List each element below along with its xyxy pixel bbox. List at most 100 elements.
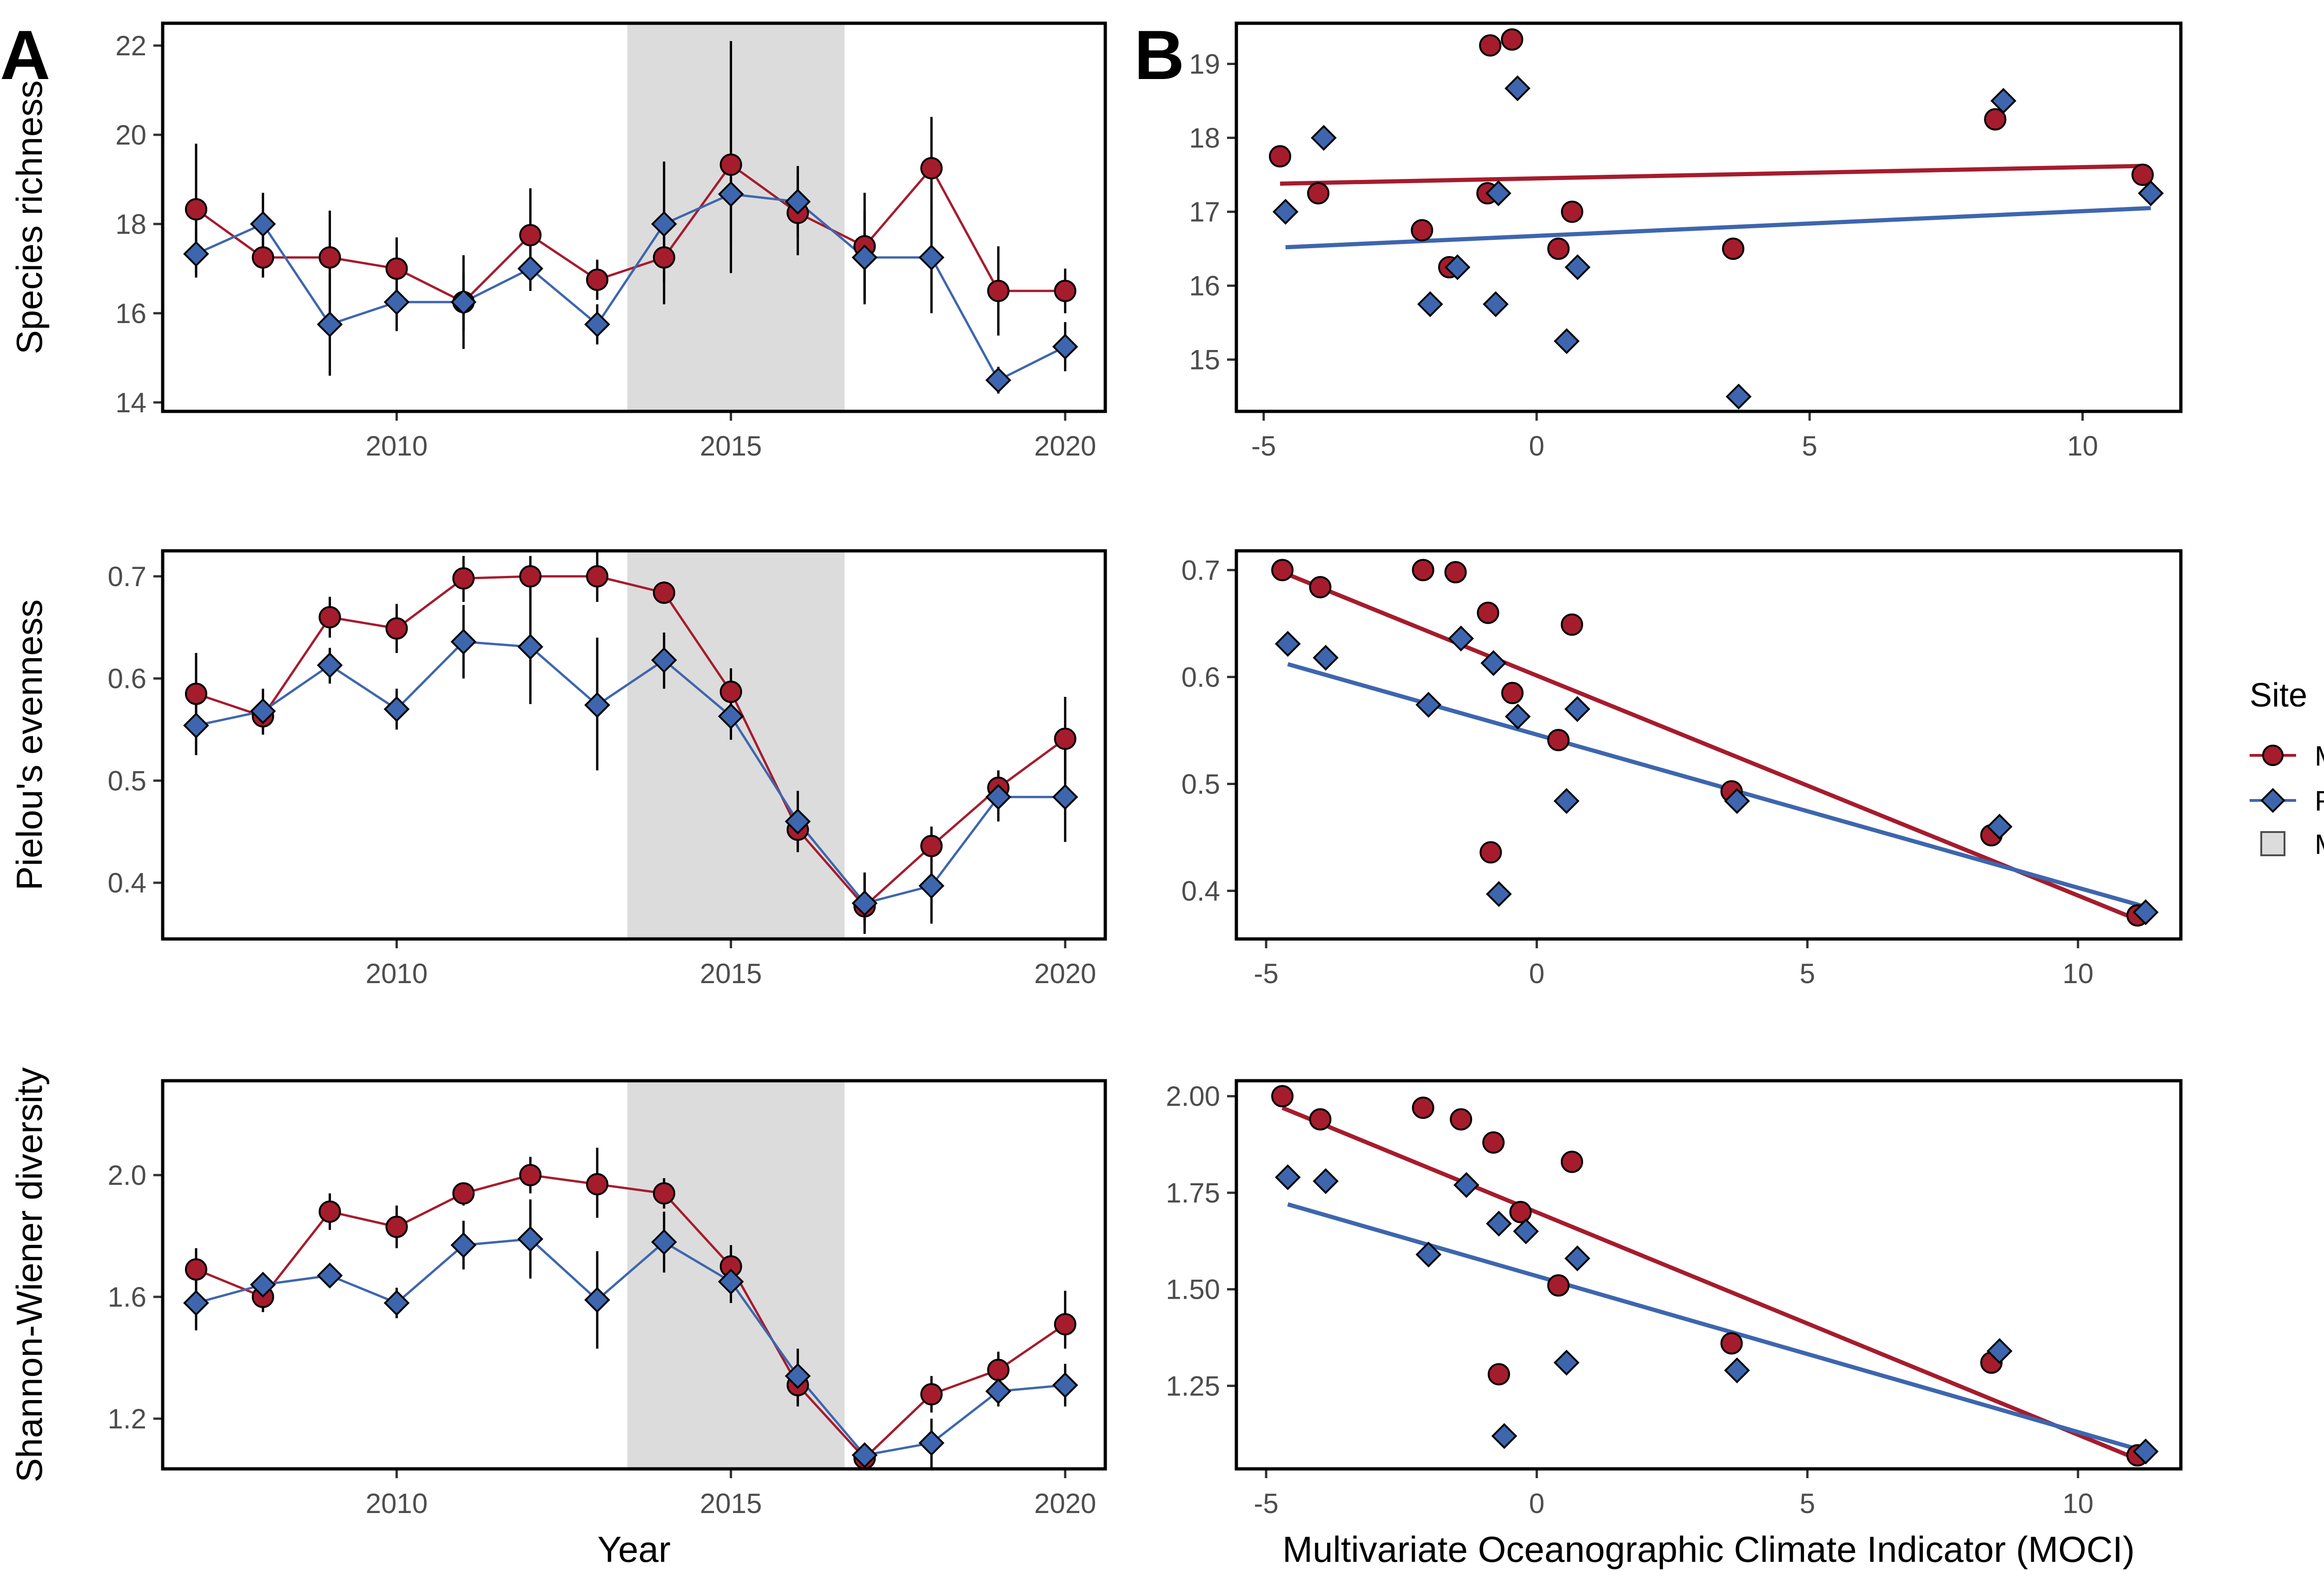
mpa-point [1479,34,1502,57]
x-tick-label: -5 [1251,430,1276,462]
ref-point [718,703,744,729]
mpa-point [653,246,675,269]
mpa-point [1268,145,1291,168]
mpa-point [1501,28,1524,51]
ref-point [1564,696,1591,722]
mpa-point [1450,1108,1472,1131]
ref-point [1052,1372,1078,1398]
ref-point [250,211,276,237]
mpa-point [1720,1332,1743,1355]
ref-point [2133,1438,2159,1465]
legend-item-mpa: MPA [2250,740,2324,772]
mpa-point [452,567,475,590]
mpa-point [318,606,341,628]
mpa-point [1411,219,1433,242]
ref-point [1313,645,1339,671]
mpa-point [1309,1108,1332,1131]
legend: Site MPA REF MHW [2250,677,2324,860]
mpa-point [1054,1313,1076,1335]
y-tick-label: 18 [1189,123,1220,154]
ref-point [517,1226,543,1252]
x-tick-label: 0 [1529,1488,1545,1519]
legend-title: Site [2250,677,2307,714]
ref-point [651,211,677,237]
y-tick-label: 20 [115,119,146,151]
mpa-point [2131,164,2154,186]
ref-point [1453,1172,1479,1198]
y-tick-label: 1.25 [1166,1370,1220,1401]
ref-point [1485,180,1512,206]
mpa-point [653,1182,675,1205]
ref-point [1480,650,1506,676]
legend-ref-label: REF [2315,786,2324,817]
ref-series-line [196,1237,1065,1457]
ref-point [852,245,878,271]
ref-point [383,696,410,722]
ref-point [718,1269,744,1295]
mpa-point [519,224,542,246]
ref-point [918,245,944,271]
mpa-point [1547,1274,1570,1297]
ref-point [450,289,477,315]
y-tick-label: 18 [115,209,146,240]
ref-point [2133,899,2159,925]
mpa-point [1412,559,1434,582]
chart-3: 2010 2015 2020 1.2 1.6 2.0 Shannon-Wiener dive… [9,1067,1107,1570]
plot-border [161,1079,1107,1471]
mpa-point [1271,559,1294,582]
y-tick-label: 0.6 [1182,661,1220,693]
y-tick-label: 0.7 [1182,555,1220,586]
mpa-point [586,565,608,588]
mpa-fit-line [1281,570,2139,922]
ref-point [1415,692,1442,718]
ref-point [1990,88,2017,114]
ref-point [383,1290,410,1316]
plot-border [161,549,1107,941]
y-tick-label: 17 [1189,197,1220,228]
mpa-point [1722,238,1744,260]
ref-point [1052,334,1078,360]
ref-point [651,647,677,673]
mpa-point [1479,841,1502,864]
ref-point [1553,1349,1580,1376]
y-tick-label: 0.7 [108,561,146,592]
legend-item-mhw: MHW [2260,829,2324,860]
mpa-point [1487,1363,1510,1386]
ref-point [1553,788,1580,814]
y-tick-label: 1.75 [1166,1177,1220,1209]
x-tick-label: 5 [1802,430,1817,462]
ref-point [985,367,1011,393]
mpa-point [987,279,1010,302]
x-tick-label: 0 [1529,958,1545,989]
mpa-point [185,682,207,705]
ref-point [450,1232,477,1258]
ref-point [183,1290,209,1316]
ref-point [1564,1245,1591,1272]
ref-point [1987,1338,2013,1364]
y-tick-label: 16 [115,298,146,329]
legend-mpa-circle-key [2262,745,2284,766]
y-tick-label: 0.5 [1182,768,1220,800]
ref-point [1505,703,1531,730]
mpa-point [1984,108,2007,131]
x-tick-label: 10 [2062,1488,2093,1519]
y-tick-label: 2.0 [108,1160,146,1191]
ref-point [317,1262,343,1289]
ref-point [1052,784,1078,810]
mpa-point [720,153,742,176]
ref-point [918,1430,944,1456]
ref-point [1491,1423,1518,1449]
mpa-point [987,1359,1010,1381]
ref-point [383,289,410,315]
ref-point [718,181,744,207]
ref-point [985,784,1011,810]
ref-point [584,311,610,337]
panel-label-a: A [0,16,50,94]
mpa-point [1560,613,1583,636]
ref-point [785,189,811,215]
mpa-point [185,1258,207,1281]
y-tick-label: 1.50 [1166,1274,1220,1305]
ref-point [651,1229,677,1255]
ref-fit-line [1285,206,2151,250]
x-tick-label: 10 [2067,430,2098,462]
